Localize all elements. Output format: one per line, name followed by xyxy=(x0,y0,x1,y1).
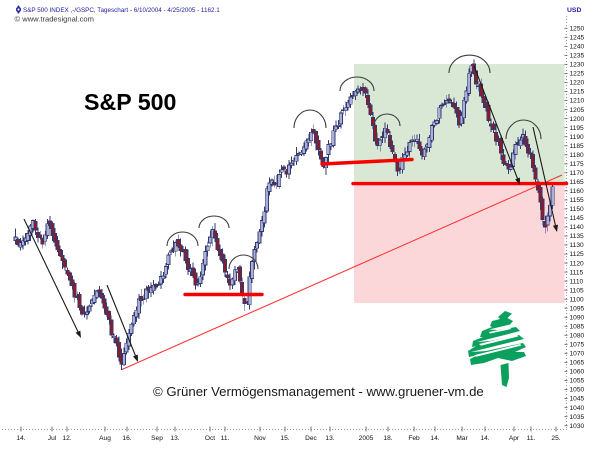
svg-text:1110: 1110 xyxy=(570,278,584,285)
svg-text:18.: 18. xyxy=(383,435,392,442)
svg-text:S&P 500 INDEX ,-/GSPC, Tagesch: S&P 500 INDEX ,-/GSPC, Tageschart - 6/10… xyxy=(23,7,220,14)
svg-text:1200: 1200 xyxy=(570,116,585,123)
svg-text:1040: 1040 xyxy=(570,405,585,412)
svg-text:1070: 1070 xyxy=(570,351,585,358)
svg-text:1170: 1170 xyxy=(570,170,585,177)
svg-text:Apr: Apr xyxy=(509,435,520,442)
svg-text:1115: 1115 xyxy=(570,269,584,276)
svg-text:12.: 12. xyxy=(62,435,71,442)
svg-text:1085: 1085 xyxy=(570,324,585,331)
svg-text:1065: 1065 xyxy=(570,360,585,367)
svg-text:1150: 1150 xyxy=(570,206,585,213)
svg-text:1060: 1060 xyxy=(570,369,585,376)
svg-text:1245: 1245 xyxy=(570,35,585,42)
svg-text:1100: 1100 xyxy=(570,296,585,303)
svg-text:1190: 1190 xyxy=(570,134,585,141)
svg-text:11.: 11. xyxy=(221,435,230,442)
svg-text:1240: 1240 xyxy=(570,44,585,51)
svg-text:1250: 1250 xyxy=(570,26,585,33)
svg-text:Sep: Sep xyxy=(151,435,163,442)
svg-text:1165: 1165 xyxy=(570,179,585,186)
svg-text:1080: 1080 xyxy=(570,333,585,340)
svg-text:1050: 1050 xyxy=(570,387,585,394)
svg-text:14.: 14. xyxy=(480,435,489,442)
svg-text:Jul: Jul xyxy=(48,435,57,442)
svg-text:16.: 16. xyxy=(122,435,131,442)
svg-text:Oct: Oct xyxy=(205,435,215,442)
svg-text:1185: 1185 xyxy=(570,143,585,150)
svg-text:1075: 1075 xyxy=(570,342,585,349)
svg-text:14.: 14. xyxy=(16,435,25,442)
svg-text:1095: 1095 xyxy=(570,305,585,312)
svg-text:1160: 1160 xyxy=(570,188,585,195)
svg-text:14.: 14. xyxy=(430,435,439,442)
svg-text:13.: 13. xyxy=(170,435,179,442)
svg-text:USD: USD xyxy=(567,7,581,14)
svg-text:S&P 500: S&P 500 xyxy=(84,89,176,115)
svg-text:2005: 2005 xyxy=(359,435,374,442)
svg-text:Mar: Mar xyxy=(456,435,468,442)
svg-text:1030: 1030 xyxy=(570,423,585,430)
svg-text:13.: 13. xyxy=(325,435,334,442)
svg-text:25.: 25. xyxy=(551,435,560,442)
svg-text:1220: 1220 xyxy=(570,80,585,87)
svg-text:1155: 1155 xyxy=(570,197,585,204)
svg-text:1090: 1090 xyxy=(570,315,585,322)
svg-text:1105: 1105 xyxy=(570,287,585,294)
svg-text:1235: 1235 xyxy=(570,53,585,60)
svg-text:1210: 1210 xyxy=(570,98,585,105)
svg-text:11.: 11. xyxy=(527,435,536,442)
svg-text:Nov: Nov xyxy=(254,435,266,442)
svg-text:1225: 1225 xyxy=(570,71,585,78)
svg-text:1125: 1125 xyxy=(570,251,585,258)
svg-text:1215: 1215 xyxy=(570,89,585,96)
svg-text:1175: 1175 xyxy=(570,161,585,168)
svg-text:Feb: Feb xyxy=(408,435,420,442)
svg-text:Dec: Dec xyxy=(305,435,317,442)
svg-text:1180: 1180 xyxy=(570,152,585,159)
svg-text:© www.tradesignal.com: © www.tradesignal.com xyxy=(15,15,94,24)
svg-text:1140: 1140 xyxy=(570,224,585,231)
svg-text:1195: 1195 xyxy=(570,125,585,132)
svg-text:15.: 15. xyxy=(280,435,289,442)
svg-text:1230: 1230 xyxy=(570,62,585,69)
svg-text:1145: 1145 xyxy=(570,215,585,222)
svg-text:1135: 1135 xyxy=(570,233,585,240)
svg-text:1205: 1205 xyxy=(570,107,585,114)
svg-text:1035: 1035 xyxy=(570,414,585,421)
svg-text:1120: 1120 xyxy=(570,260,585,267)
svg-text:Aug: Aug xyxy=(99,435,111,442)
svg-text:1045: 1045 xyxy=(570,396,585,403)
svg-text:© Grüner Vermögensmanagement -: © Grüner Vermögensmanagement - www.gruen… xyxy=(153,384,484,399)
svg-text:1055: 1055 xyxy=(570,378,585,385)
svg-text:1130: 1130 xyxy=(570,242,585,249)
